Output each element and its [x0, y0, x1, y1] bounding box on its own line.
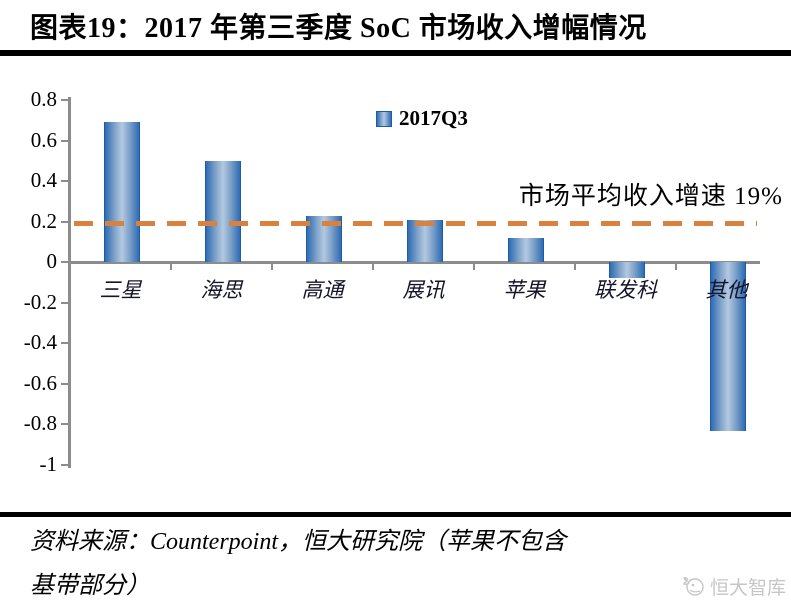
- title-rule: [0, 50, 791, 56]
- y-tick-label: 0.6: [30, 127, 57, 152]
- x-axis-tick: [170, 262, 172, 271]
- footer-rule: [0, 512, 791, 517]
- legend-label: 2017Q3: [399, 106, 468, 130]
- y-axis-tick: [61, 464, 69, 466]
- x-category-label: 苹果: [503, 278, 546, 303]
- chart-legend: 2017Q3: [376, 106, 468, 131]
- bar-2017Q3: [406, 219, 443, 263]
- y-axis-tick: [61, 261, 69, 264]
- y-axis-tick: [61, 382, 69, 385]
- x-category-label: 其他: [705, 278, 748, 303]
- y-axis-tick: [61, 220, 69, 223]
- y-tick-label: -0.2: [23, 289, 57, 314]
- y-tick-label: 0: [46, 249, 58, 274]
- x-axis-tick: [574, 262, 576, 271]
- y-tick-label: 0.2: [30, 208, 57, 233]
- x-category-label: 联发科: [594, 278, 657, 303]
- x-axis-line: [70, 260, 760, 264]
- y-tick-label: -1: [39, 452, 58, 476]
- x-category-label: 海思: [200, 278, 243, 303]
- bar-2017Q3: [507, 237, 544, 263]
- x-category-label: 展讯: [402, 278, 445, 303]
- y-axis-tick: [61, 301, 69, 304]
- average-dashed-line: [74, 221, 757, 227]
- y-axis-tick: [61, 139, 69, 142]
- y-tick-label: 0.4: [30, 168, 57, 193]
- x-axis-tick: [473, 262, 475, 271]
- x-axis-tick: [372, 262, 374, 271]
- bar-2017Q3: [103, 122, 140, 263]
- bar-2017Q3: [204, 160, 241, 263]
- y-axis-tick: [61, 180, 69, 183]
- watermark-label: 恒大智库: [709, 578, 786, 599]
- x-category-label: 高通: [301, 278, 344, 303]
- y-axis-tick: [61, 423, 69, 426]
- y-tick-label: -0.4: [23, 330, 57, 355]
- y-tick-label: 0.8: [30, 87, 57, 111]
- x-axis-tick: [675, 262, 677, 271]
- source-text-line-2: 基带部分）: [30, 573, 150, 599]
- y-axis-tick: [61, 342, 69, 345]
- y-axis-tick: [61, 99, 69, 101]
- x-axis-tick: [271, 262, 273, 271]
- y-tick-label: -0.6: [23, 370, 57, 395]
- x-category-label: 三星: [99, 278, 142, 303]
- bar-2017Q3: [709, 262, 746, 431]
- y-tick-label: -0.8: [23, 411, 57, 436]
- watermark: 恒大智库: [682, 573, 786, 600]
- whale-logo-icon: [682, 576, 706, 598]
- y-axis-line: [68, 97, 71, 468]
- bar-2017Q3: [608, 262, 645, 279]
- source-text-line-1: 资料来源：Counterpoint，恒大研究院（苹果不包含: [30, 529, 567, 555]
- bar-chart: 2017Q3 市场平均收入增速 19% 0.8 0.6 0.4 0.2 0 -0.2 -0.…: [0, 60, 791, 510]
- figure-title: 图表19：2017 年第三季度 SoC 市场收入增幅情况: [30, 13, 647, 44]
- average-line-annotation: 市场平均收入增速 19%: [518, 183, 783, 210]
- legend-color-swatch-icon: [376, 110, 392, 127]
